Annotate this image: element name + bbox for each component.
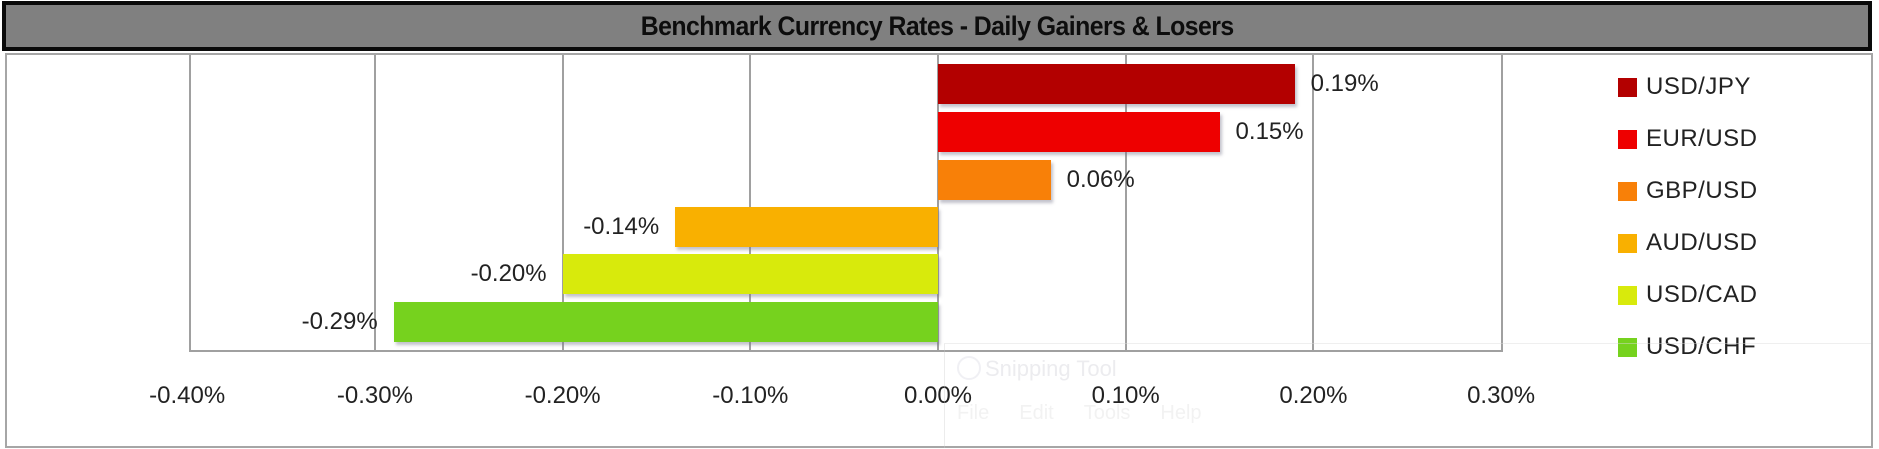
chart-title-bar: Benchmark Currency Rates - Daily Gainers… <box>2 1 1872 51</box>
x-tick-label: -0.20% <box>524 382 601 409</box>
bar-gbp-usd <box>938 160 1051 200</box>
data-label: 0.19% <box>1310 70 1379 97</box>
legend-item: EUR/USD <box>1618 124 1758 154</box>
legend-swatch-icon <box>1618 77 1637 97</box>
bar-eur-usd <box>938 112 1220 152</box>
bar-usd-cad <box>562 254 938 294</box>
bar-aud-usd <box>675 207 938 247</box>
gridline <box>373 55 376 352</box>
bar-usd-jpy <box>938 64 1295 104</box>
plot-area <box>189 55 1503 352</box>
gridline <box>937 55 939 352</box>
legend-label: AUD/USD <box>1646 229 1758 256</box>
legend-item: USD/CHF <box>1618 332 1756 362</box>
gridline <box>1312 55 1315 352</box>
x-tick-label: 0.20% <box>1279 382 1348 409</box>
legend-swatch-icon <box>1618 285 1637 305</box>
legend-swatch-icon <box>1618 181 1637 201</box>
legend-label: USD/CHF <box>1646 333 1757 360</box>
x-tick-label: -0.40% <box>149 382 226 409</box>
legend-label: USD/JPY <box>1646 73 1751 100</box>
legend-swatch-icon <box>1618 129 1637 149</box>
x-tick-label: -0.30% <box>336 382 413 409</box>
data-label: 0.15% <box>1235 118 1304 145</box>
gridline <box>561 55 564 352</box>
x-tick-label: -0.10% <box>712 382 789 409</box>
legend-label: GBP/USD <box>1646 177 1758 204</box>
gridline <box>749 55 752 352</box>
legend-swatch-icon <box>1618 337 1637 357</box>
legend-item: AUD/USD <box>1618 228 1758 258</box>
legend-label: USD/CAD <box>1646 281 1758 308</box>
gridline <box>1124 55 1127 352</box>
x-tick-label: 0.10% <box>1091 382 1160 409</box>
data-label: -0.20% <box>470 260 547 287</box>
bar-usd-chf <box>393 302 938 342</box>
legend-item: USD/CAD <box>1618 280 1758 310</box>
legend-label: EUR/USD <box>1646 125 1758 152</box>
chart-title: Benchmark Currency Rates - Daily Gainers… <box>640 10 1234 41</box>
legend-item: USD/JPY <box>1618 72 1751 102</box>
data-label: -0.14% <box>583 213 660 240</box>
x-tick-label: 0.00% <box>903 382 973 409</box>
x-tick-label: 0.30% <box>1467 382 1536 409</box>
data-label: -0.29% <box>301 308 378 335</box>
legend-item: GBP/USD <box>1618 176 1758 206</box>
data-label: 0.06% <box>1066 166 1135 193</box>
legend-swatch-icon <box>1618 233 1637 253</box>
